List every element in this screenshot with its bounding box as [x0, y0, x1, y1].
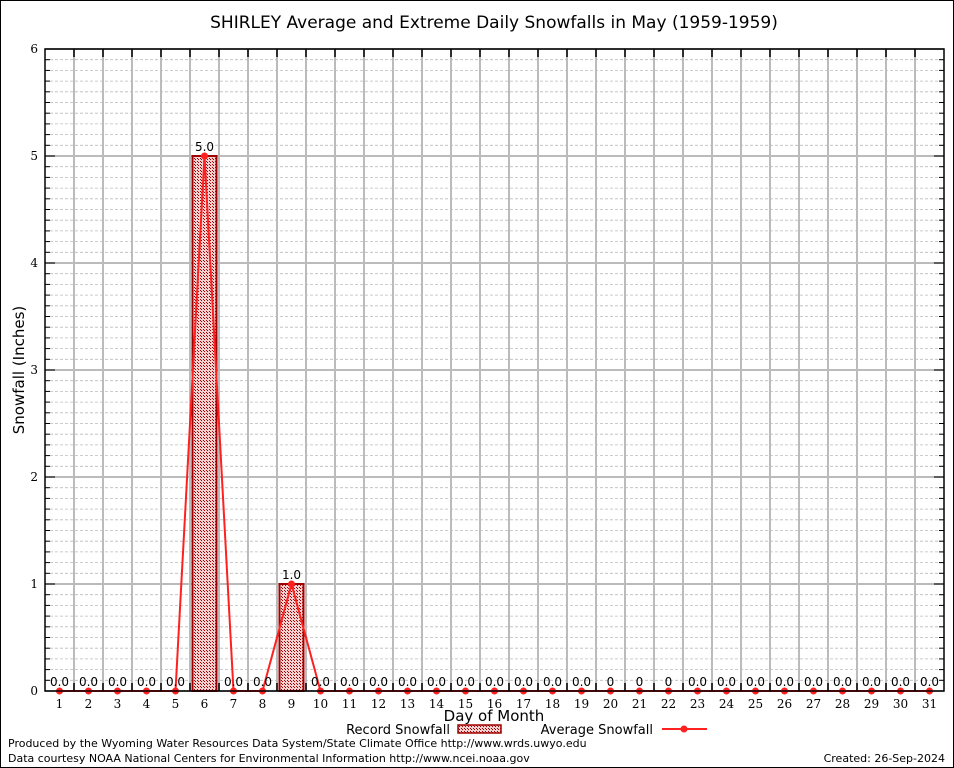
x-tick-label: 26 — [777, 697, 792, 711]
data-label-day-30: 0.0 — [891, 675, 910, 689]
data-label-day-10: 0.0 — [311, 675, 330, 689]
x-tick-label: 22 — [661, 697, 676, 711]
x-tick-label: 24 — [719, 697, 735, 711]
x-tick-label: 21 — [632, 697, 647, 711]
chart-title: SHIRLEY Average and Extreme Daily Snowfa… — [210, 13, 778, 33]
x-tick-label: 14 — [429, 697, 445, 711]
x-tick-label: 12 — [371, 697, 386, 711]
legend: Record Snowfall Average Snowfall — [346, 723, 707, 738]
data-label-day-19: 0.0 — [572, 675, 591, 689]
data-label-day-13: 0.0 — [398, 675, 417, 689]
x-tick-label: 13 — [400, 697, 415, 711]
average-point-day-9 — [288, 580, 295, 588]
data-labels: 0.0 0.0 0.0 0.0 0.0 5.0 0.0 0.0 1.0 0.0 0.0 0.0 0.0 0… — [50, 140, 939, 689]
data-label-day-16: 0.0 — [485, 675, 504, 689]
data-label-day-1: 0.0 — [50, 675, 69, 689]
x-tick-label: 8 — [259, 697, 267, 711]
footer-courtesy: Data courtesy NOAA National Centers for … — [8, 752, 530, 765]
data-label-day-22: 0 — [665, 675, 673, 689]
x-tick-label: 27 — [806, 697, 821, 711]
data-label-day-14: 0.0 — [427, 675, 446, 689]
x-tick-label: 2 — [85, 697, 93, 711]
data-label-day-3: 0.0 — [108, 675, 127, 689]
y-tick-label: 3 — [30, 363, 38, 377]
y-tick-label: 5 — [30, 149, 38, 163]
data-label-day-20: 0 — [607, 675, 615, 689]
x-tick-label: 3 — [114, 697, 122, 711]
x-tick-label: 23 — [690, 697, 705, 711]
legend-record-swatch — [457, 724, 502, 734]
data-label-day-11: 0.0 — [340, 675, 359, 689]
record-bar-day-9 — [278, 583, 305, 692]
footer-produced: Produced by the Wyoming Water Resources … — [8, 737, 587, 750]
x-tick-label: 29 — [864, 697, 879, 711]
data-label-day-31: 0.0 — [920, 675, 939, 689]
y-tick-label: 0 — [30, 684, 38, 698]
x-tick-label: 5 — [172, 697, 180, 711]
x-tick-label: 30 — [893, 697, 908, 711]
data-label-day-29: 0.0 — [862, 675, 881, 689]
x-axis-label: Day of Month — [444, 707, 545, 725]
data-label-day-25: 0.0 — [746, 675, 765, 689]
average-point-day-6 — [201, 152, 208, 160]
data-label-day-6: 5.0 — [195, 140, 214, 154]
x-tick-label: 1 — [56, 697, 64, 711]
x-tick-label: 17 — [516, 697, 531, 711]
data-label-day-23: 0.0 — [688, 675, 707, 689]
data-label-day-7: 0.0 — [224, 675, 243, 689]
plot-border — [44, 48, 945, 692]
x-tick-label: 10 — [313, 697, 328, 711]
data-label-day-18: 0.0 — [543, 675, 562, 689]
data-label-day-4: 0.0 — [137, 675, 156, 689]
y-tick-label: 1 — [30, 577, 38, 591]
x-tick-label: 11 — [342, 697, 357, 711]
x-tick-label: 28 — [835, 697, 850, 711]
x-tick-label: 18 — [545, 697, 560, 711]
y-tick-label: 2 — [30, 470, 38, 484]
legend-record-label: Record Snowfall — [346, 723, 450, 738]
x-tick-label: 20 — [603, 697, 618, 711]
data-label-day-2: 0.0 — [79, 675, 98, 689]
record-bar-day-6 — [191, 155, 218, 692]
data-label-day-9: 1.0 — [282, 568, 301, 582]
y-axis-label: Snowfall (Inches) — [10, 306, 28, 434]
x-tick-label: 19 — [574, 697, 589, 711]
data-label-day-21: 0 — [636, 675, 644, 689]
bars — [191, 155, 305, 692]
y-tick-label: 4 — [30, 256, 38, 270]
y-tick-label: 6 — [30, 42, 38, 56]
x-tick-label: 7 — [230, 697, 238, 711]
x-tick-label: 16 — [487, 697, 502, 711]
x-tick-label: 31 — [922, 697, 937, 711]
data-label-day-5: 0.0 — [166, 675, 185, 689]
x-tick-label: 9 — [288, 697, 296, 711]
legend-average-marker — [680, 725, 688, 733]
legend-average-label: Average Snowfall — [541, 723, 653, 738]
data-label-day-24: 0.0 — [717, 675, 736, 689]
data-label-day-12: 0.0 — [369, 675, 388, 689]
x-tick-label: 25 — [748, 697, 763, 711]
data-label-day-8: 0.0 — [253, 675, 272, 689]
data-label-day-27: 0.0 — [804, 675, 823, 689]
data-label-day-28: 0.0 — [833, 675, 852, 689]
x-tick-label: 15 — [458, 697, 473, 711]
data-label-day-17: 0.0 — [514, 675, 533, 689]
x-tick-label: 6 — [201, 697, 209, 711]
x-tick-label: 4 — [143, 697, 151, 711]
footer-created: Created: 26-Sep-2024 — [823, 752, 945, 765]
data-label-day-15: 0.0 — [456, 675, 475, 689]
data-label-day-26: 0.0 — [775, 675, 794, 689]
